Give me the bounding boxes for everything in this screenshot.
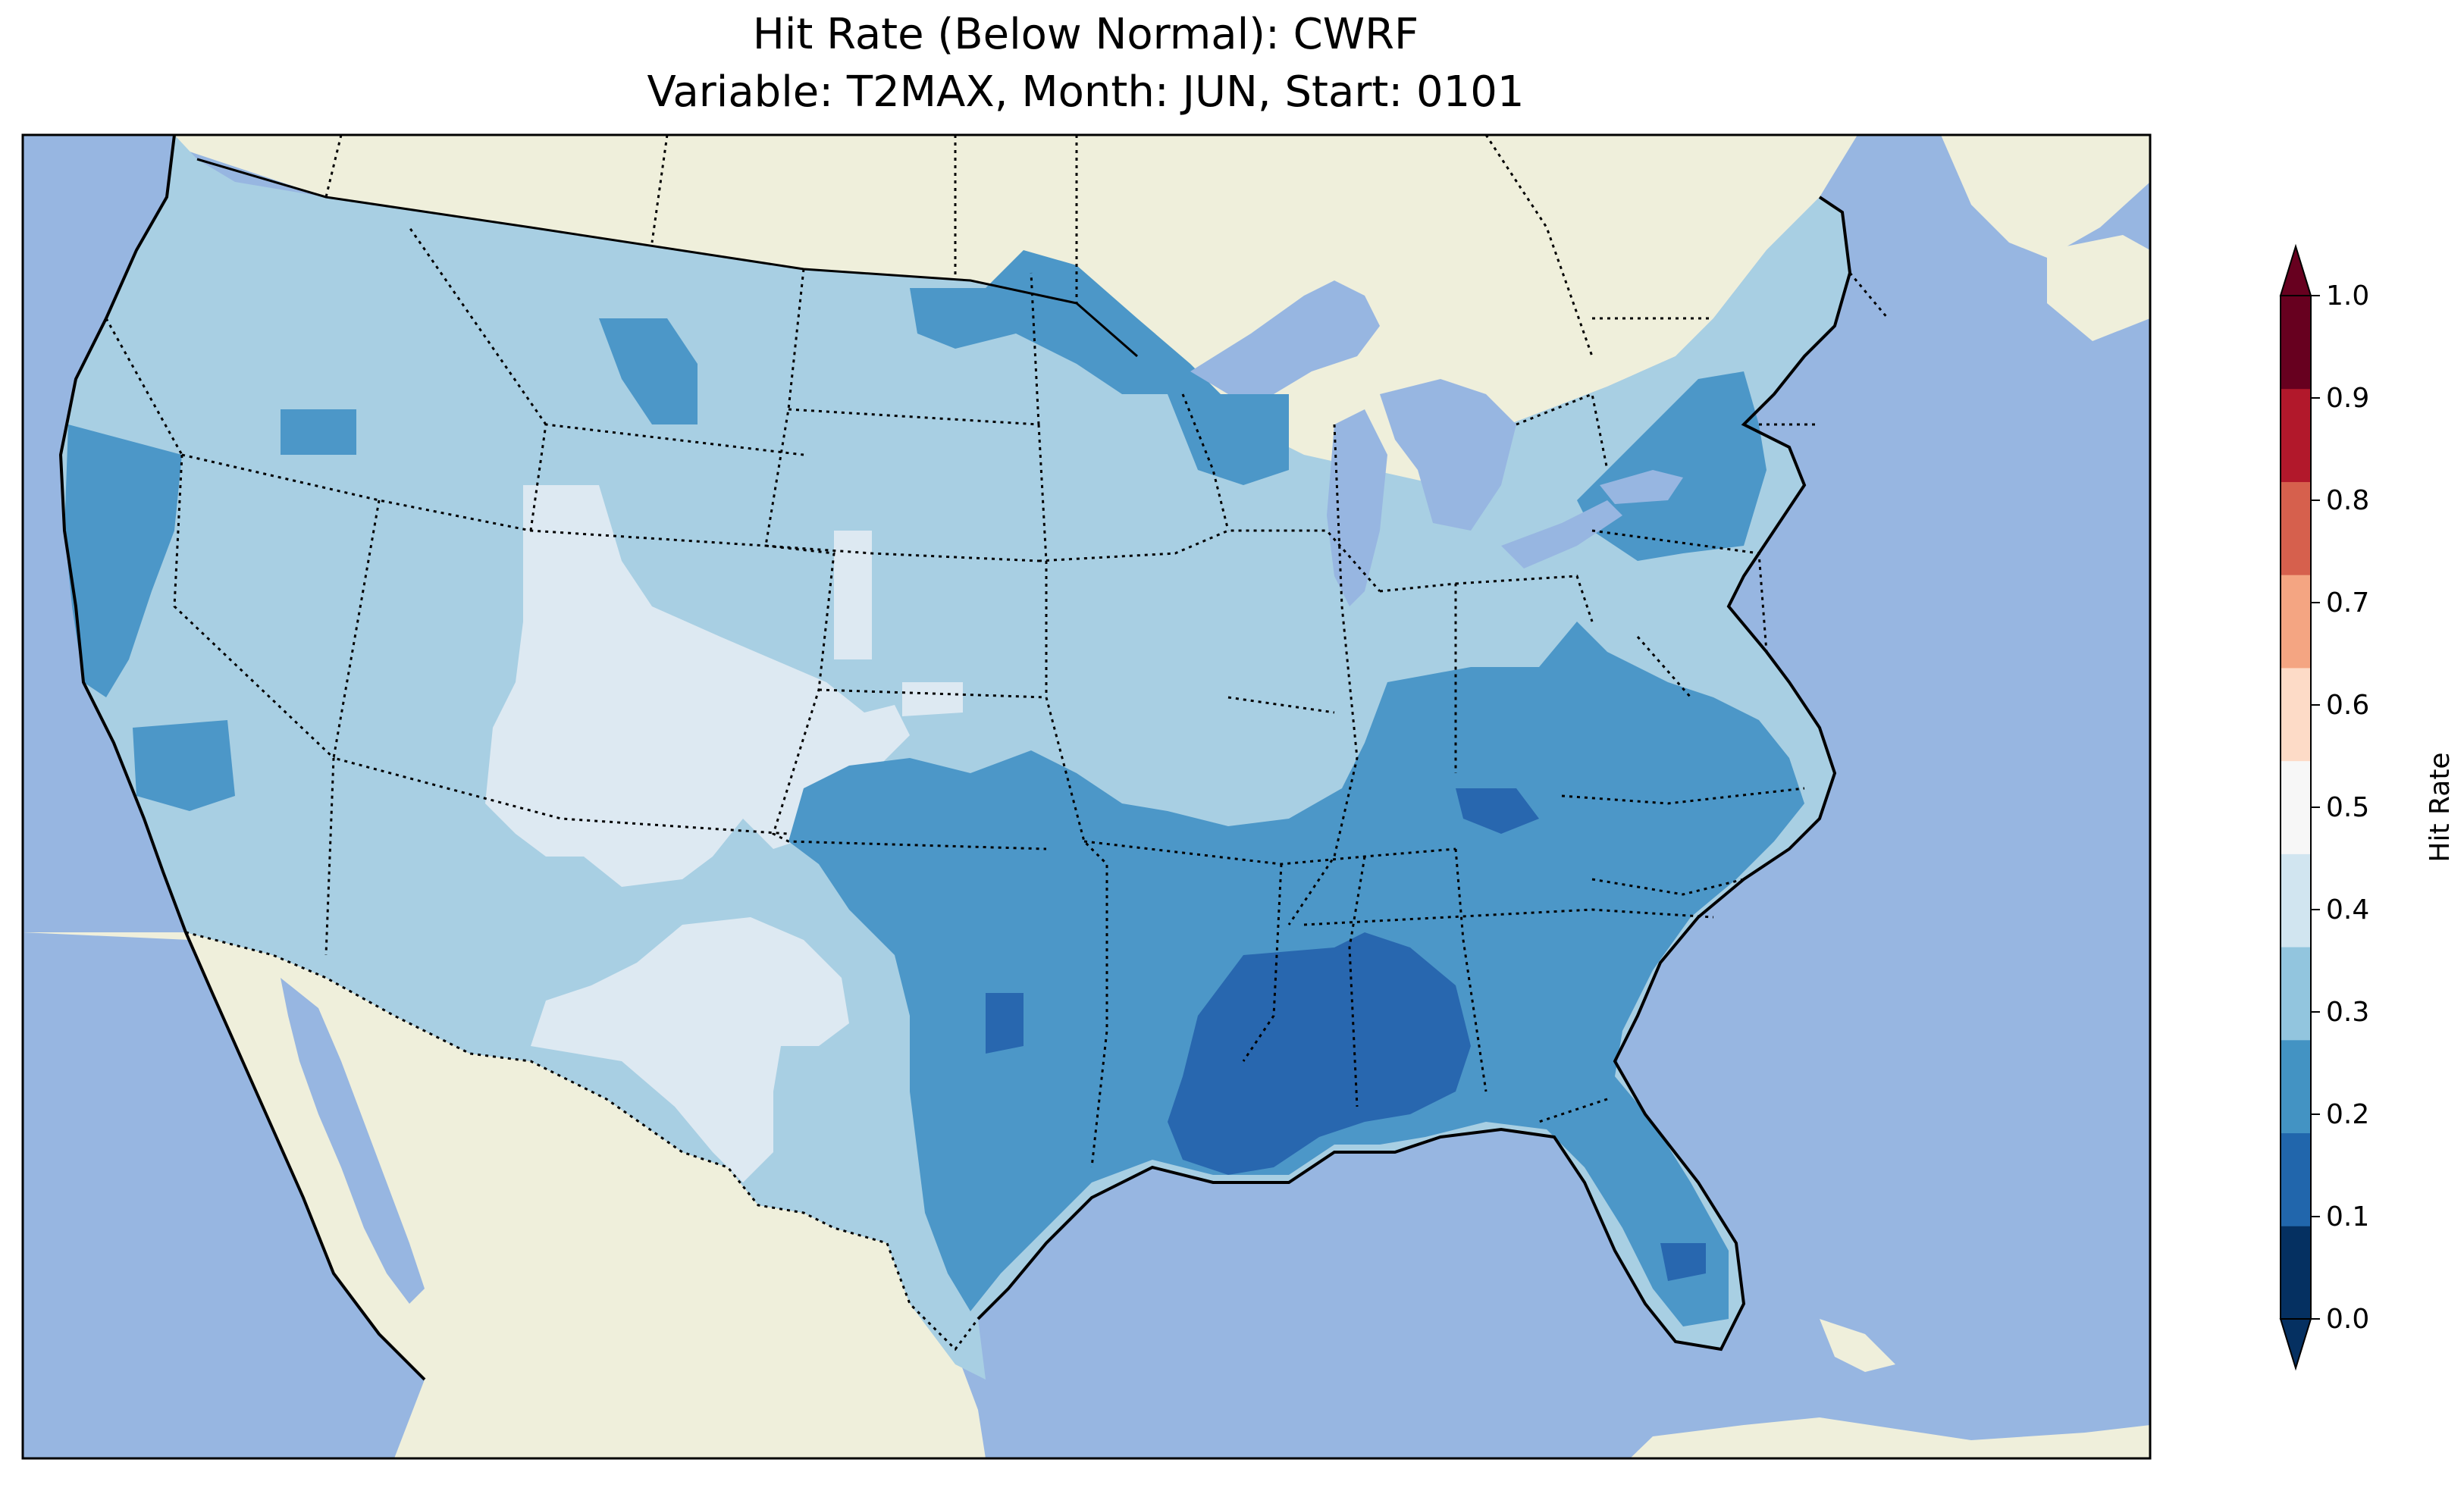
- map-title: Hit Rate (Below Normal): CWRF: [752, 10, 1419, 59]
- colorbar-tick-label: 0.5: [2326, 792, 2369, 823]
- gulf-of-california: [281, 978, 425, 1304]
- pacific-baja: [23, 932, 425, 1458]
- colorbar-extend-max: [2279, 243, 2312, 296]
- region-light-southwest: [531, 917, 849, 1182]
- colorbar-segment: [2281, 947, 2311, 1041]
- colorbar-tick-label: 0.2: [2326, 1099, 2369, 1130]
- region-mid-idaho: [281, 409, 356, 455]
- colorbar: 0.0 0.1 0.2 0.3 0.4 0.5 0.6 0.7 0.8 0.9 1.0 Hit Rat…: [2279, 243, 2456, 1371]
- region-light-dakota: [834, 531, 872, 659]
- colorbar-segment: [2281, 575, 2311, 669]
- region-dark-florida: [1660, 1243, 1706, 1281]
- region-mid-nevada: [133, 720, 235, 811]
- map-subtitle: Variable: T2MAX, Month: JUN, Start: 0101: [647, 67, 1525, 117]
- map-area: [23, 135, 2150, 1458]
- colorbar-tick-label: 0.6: [2326, 690, 2369, 721]
- region-dark-oklahoma: [986, 993, 1024, 1054]
- boundaries: [58, 135, 1889, 1381]
- land-newfoundland: [2047, 235, 2150, 341]
- colorbar-segment: [2281, 388, 2311, 482]
- colorbar-segment: [2281, 667, 2311, 762]
- land-cuba: [1820, 1319, 1895, 1372]
- colorbar-tick-label: 0.3: [2326, 997, 2369, 1028]
- colorbar-segment: [2281, 853, 2311, 947]
- colorbar-segment: [2281, 481, 2311, 575]
- region-dark-gulf: [1168, 932, 1471, 1175]
- colorbar-segment: [2281, 1226, 2311, 1320]
- colorbar-tick-label: 0.9: [2326, 383, 2369, 414]
- region-mid-minnesota: [910, 250, 1221, 394]
- region-light-rockies: [485, 485, 910, 887]
- colorbar-tick-label: 0.0: [2326, 1304, 2369, 1335]
- lake-erie: [1501, 500, 1622, 568]
- lake-michigan: [1327, 409, 1387, 606]
- colorbar-tick-label: 0.4: [2326, 894, 2369, 926]
- colorbar-tick-label: 1.0: [2326, 280, 2369, 312]
- region-mid-montana: [599, 318, 698, 424]
- region-dark-kentucky: [1456, 788, 1539, 834]
- state-borders: [105, 135, 1889, 1168]
- colorbar-segment: [2281, 1039, 2311, 1134]
- colorbar-tick-label: 0.1: [2326, 1201, 2369, 1232]
- lake-ontario: [1600, 470, 1683, 504]
- land-maritimes: [1941, 135, 2150, 258]
- border-us-mexico: [185, 931, 980, 1351]
- region-mid-newyork: [1577, 371, 1766, 561]
- colorbar-tick-label: 0.8: [2326, 485, 2369, 516]
- region-light-colorado: [902, 682, 963, 716]
- land-south-yucatan: [1630, 1417, 2150, 1458]
- coastline-gulf: [977, 196, 1852, 1351]
- colorbar-segment: [2281, 760, 2311, 854]
- region-mid-wisconsin: [1168, 394, 1289, 485]
- colorbar-extend-min: [2279, 1318, 2312, 1371]
- map-frame: [21, 133, 2152, 1460]
- colorbar-segment: [2281, 1132, 2311, 1226]
- coastline-west: [58, 135, 426, 1381]
- region-mid-california: [64, 424, 182, 697]
- colorbar-label: Hit Rate: [2425, 752, 2456, 862]
- lake-huron: [1380, 379, 1516, 531]
- colorbar-tick-label: 0.7: [2326, 587, 2369, 619]
- colorbar-segment: [2281, 296, 2311, 390]
- great-lakes: [1190, 280, 1380, 394]
